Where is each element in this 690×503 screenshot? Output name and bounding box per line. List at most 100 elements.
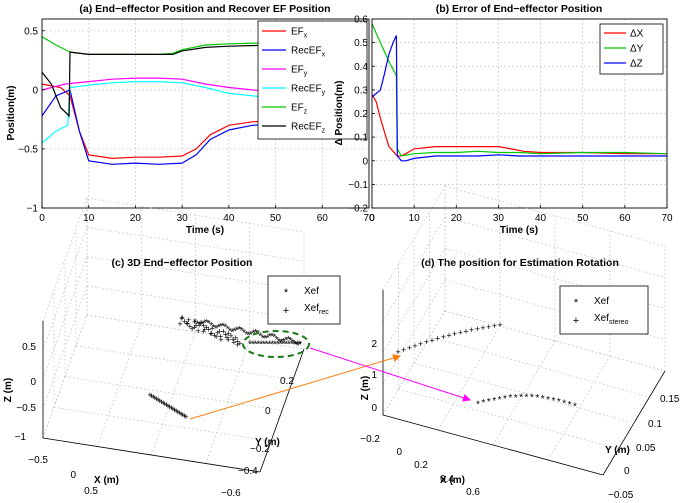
panel-c-title: (c) 3D End−effector Position [112,257,253,269]
c-rec-marker: + [224,333,229,343]
d-ef-marker: * [546,395,550,406]
a-ytick-label: 0.5 [24,26,38,37]
d-ef-marker: * [562,399,566,410]
panel-a: (a) End−effector Position and Recover EF… [6,3,375,236]
a-xtick-label: 50 [270,213,282,224]
d-floor-grid [429,336,650,398]
c-ef-marker: * [212,323,216,334]
b-ytick-label: 0 [362,156,368,167]
b-xtick-label: 30 [493,213,505,224]
c-rec-marker: + [226,329,231,339]
d-ztick-label: 2 [371,339,377,350]
c-ef-marker: * [209,321,213,332]
legend-c-swatch-0: * [284,287,289,299]
panel-a-xlabel: Time (s) [186,225,224,236]
c-floor-grid [205,340,251,464]
c-ef-marker: * [286,335,290,346]
d-xtick-label: 0 [396,447,402,458]
d-ef-marker: * [508,393,512,404]
c-rec-marker: + [186,315,191,325]
c-ef-marker: * [263,334,267,345]
c-rec-marker: + [167,402,172,412]
c-back-grid [86,285,305,321]
c-floor-grid [151,331,196,456]
c-ef-marker: * [284,336,288,347]
c-rec-marker: + [160,398,165,408]
c-ef-marker: * [193,318,197,329]
b-xtick-label: 10 [409,213,421,224]
c-ef-marker: * [277,337,281,348]
panel-b-legend: ΔX ΔY ΔZ [599,23,664,75]
panel-d-zlabel: Z (m) [360,376,371,400]
legend-a-label-2: EFy [291,65,308,78]
c-rec-marker: + [237,338,242,348]
c-rec-marker: + [170,404,175,414]
c-rec-marker: + [208,329,213,339]
d-stereo-marker: + [407,343,412,353]
c-rec-marker: + [172,405,177,415]
d-xtick-label: 0.6 [466,487,480,498]
d-stereo-marker: + [435,334,440,344]
d-ef-marker: * [514,393,518,404]
c-rec-marker: + [215,328,220,338]
d-ytick-label: 0.15 [660,394,680,405]
c-ytick-label: −0.2 [250,444,270,455]
a-series-line-5 [41,43,337,118]
c-rec-marker: + [223,330,228,340]
c-rec-marker: + [198,318,203,328]
c-rec-marker: + [213,332,218,342]
panel-c-legend: * Xef + Xefrec [267,275,341,325]
d-stereo-marker: + [446,331,451,341]
c-ef-marker: * [293,340,297,351]
c-back-grid [86,256,305,291]
b-ytick-label: −0.2 [348,204,368,215]
d-side-grid [382,279,446,384]
d-stereo-marker: + [452,329,457,339]
d-stereo-marker: + [418,339,423,349]
c-ef-marker: * [282,337,286,348]
b-series-line-0 [371,94,667,157]
c-ef-marker: * [267,340,271,351]
d-side-grid [382,248,446,353]
c-ef-marker: * [268,332,272,343]
d-floor-grid [492,340,556,446]
c-ef-marker: * [273,340,277,351]
c-rec-marker: + [182,411,187,421]
c-ef-marker: * [195,320,199,331]
c-rec-marker: + [179,314,184,324]
b-xtick-label: 50 [577,213,589,224]
c-ef-marker: * [202,319,206,330]
legend-c-swatch-1: + [283,305,289,317]
c-back-grid [86,226,305,262]
c-ztick-label: 0 [30,377,36,388]
c-ef-marker: * [265,340,269,351]
c-rec-marker: + [157,396,162,406]
d-ef-marker: * [498,395,502,406]
legend-c-label-0: Xef [304,286,319,297]
b-ytick-label: −0.1 [348,180,368,191]
c-ytick-label: −0.6 [221,488,241,499]
c-ef-marker: * [223,322,227,333]
d-stereo-marker: + [458,328,463,338]
b-series-line-1 [371,23,668,157]
a-ytick-label: −0.5 [18,144,38,155]
c-ztick-label: −0.5 [16,403,36,414]
c-ef-marker: * [228,326,232,337]
c-ef-marker: * [290,340,294,351]
c-ef-marker: * [254,340,258,351]
a-xtick-label: 70 [363,213,375,224]
c-ef-marker: * [279,340,283,351]
c-ef-marker: * [256,340,260,351]
d-stereo-marker: + [492,321,497,331]
b-xtick-label: 0 [369,213,375,224]
a-xtick-label: 40 [223,213,235,224]
c-ef-marker: * [265,333,269,344]
legend-b-label-0: ΔX [630,29,644,40]
c-ef-marker: * [296,341,300,352]
c-floor-grid [64,376,283,411]
d-ef-marker: * [568,400,572,411]
c-ytick-label: −0.4 [238,466,258,477]
d-ef-marker: * [519,393,523,404]
c-rec-marker: + [195,326,200,336]
c-ef-marker: * [249,330,253,341]
